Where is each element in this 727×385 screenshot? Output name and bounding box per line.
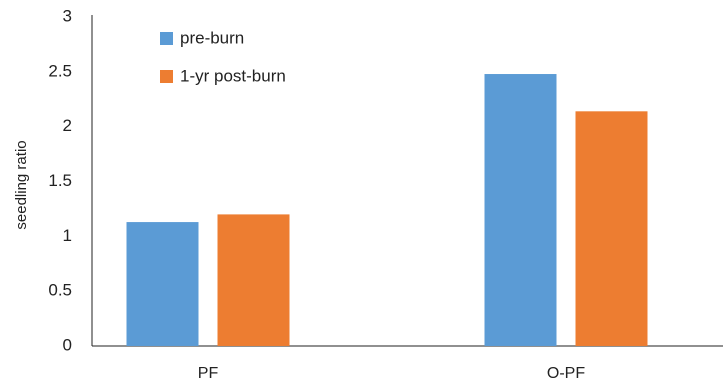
y-tick-label: 2: [63, 116, 72, 135]
y-tick-label: 1.5: [48, 171, 72, 190]
y-tick-label: 3: [63, 6, 72, 25]
y-tick-label: 0: [63, 335, 72, 354]
legend-swatch: [160, 70, 173, 83]
y-tick-label: 2.5: [48, 61, 72, 80]
bar-pre-burn-pf: [126, 222, 199, 346]
legend-label: pre-burn: [180, 28, 244, 47]
x-category-label: O-PF: [547, 365, 585, 382]
legend-swatch: [160, 32, 173, 45]
bar-pre-burn-o-pf: [484, 74, 557, 346]
y-tick-label: 1: [63, 226, 72, 245]
y-axis-title: seedling ratio: [13, 140, 30, 229]
bar-post-burn-o-pf: [575, 111, 648, 347]
x-category-label: PF: [198, 365, 219, 382]
y-tick-label: 0.5: [48, 281, 72, 300]
legend-label: 1-yr post-burn: [180, 66, 286, 85]
bar-post-burn-pf: [217, 214, 290, 346]
